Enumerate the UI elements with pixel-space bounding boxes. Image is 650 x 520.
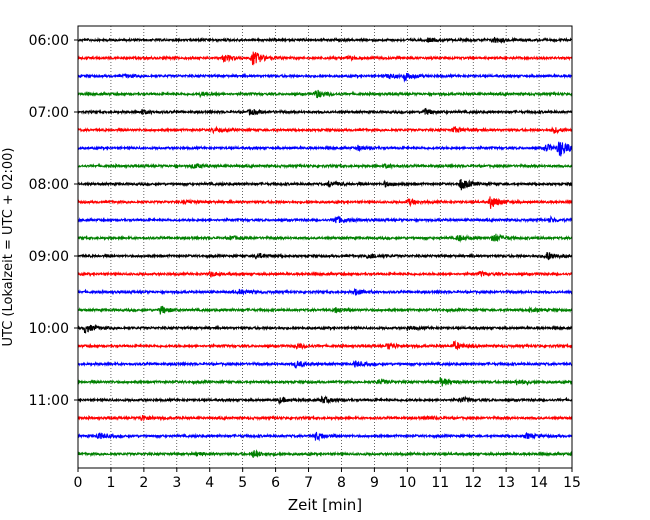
trace-1100 xyxy=(77,395,573,406)
trace-0945 xyxy=(77,305,573,315)
trace-1045 xyxy=(77,377,573,387)
x-tick-label: 13 xyxy=(497,475,515,491)
y-tick-label: 11:00 xyxy=(29,393,69,409)
trace-1145 xyxy=(77,449,573,458)
y-tick-label: 07:00 xyxy=(29,105,69,121)
y-axis-ticks: 06:00 07:00 08:00 09:00 10:00 11:00 xyxy=(29,33,78,409)
y-axis-label: UTC (Lokalzeit = UTC + 02:00) xyxy=(1,148,16,347)
trace-0900 xyxy=(77,252,573,261)
trace-0745 xyxy=(77,162,573,170)
x-tick-label: 11 xyxy=(431,475,449,491)
y-tick-label: 06:00 xyxy=(29,33,69,49)
x-axis-ticks: 0 1 2 3 4 5 6 7 8 9 10 11 12 13 14 15 xyxy=(74,468,581,491)
trace-0615 xyxy=(77,51,573,66)
trace-0830 xyxy=(77,214,573,224)
x-tick-label: 10 xyxy=(398,475,416,491)
x-tick-label: 7 xyxy=(304,475,313,491)
x-tick-label: 5 xyxy=(238,475,247,491)
trace-1000 xyxy=(77,323,573,334)
trace-0815 xyxy=(77,196,573,209)
x-tick-label: 1 xyxy=(106,475,115,491)
trace-0800 xyxy=(77,178,573,191)
y-tick-label: 09:00 xyxy=(29,249,69,265)
x-axis-label: Zeit [min] xyxy=(288,496,362,514)
trace-group xyxy=(77,36,573,458)
x-tick-label: 9 xyxy=(370,475,379,491)
x-tick-label: 2 xyxy=(139,475,148,491)
trace-0700 xyxy=(77,107,573,116)
plot-frame xyxy=(77,25,573,469)
trace-0930 xyxy=(77,287,573,296)
trace-1030 xyxy=(77,360,573,369)
trace-0600 xyxy=(77,36,573,45)
x-tick-label: 15 xyxy=(563,475,581,491)
x-tick-label: 14 xyxy=(530,475,548,491)
x-tick-label: 8 xyxy=(337,475,346,491)
x-tick-label: 6 xyxy=(271,475,280,491)
y-tick-label: 08:00 xyxy=(29,177,69,193)
trace-0730 xyxy=(77,141,573,157)
trace-1115 xyxy=(77,414,573,422)
x-tick-label: 3 xyxy=(172,475,181,491)
x-tick-label: 4 xyxy=(205,475,214,491)
trace-0915 xyxy=(77,269,573,278)
plot-frame-fill xyxy=(78,26,572,468)
trace-0630 xyxy=(77,72,573,83)
trace-0715 xyxy=(77,125,573,135)
trace-0845 xyxy=(77,233,573,243)
trace-0645 xyxy=(77,89,573,99)
trace-1015 xyxy=(77,339,573,351)
x-tick-label: 12 xyxy=(464,475,482,491)
y-tick-label: 10:00 xyxy=(29,321,69,337)
x-tick-label: 0 xyxy=(74,475,83,491)
trace-1130 xyxy=(77,431,573,442)
